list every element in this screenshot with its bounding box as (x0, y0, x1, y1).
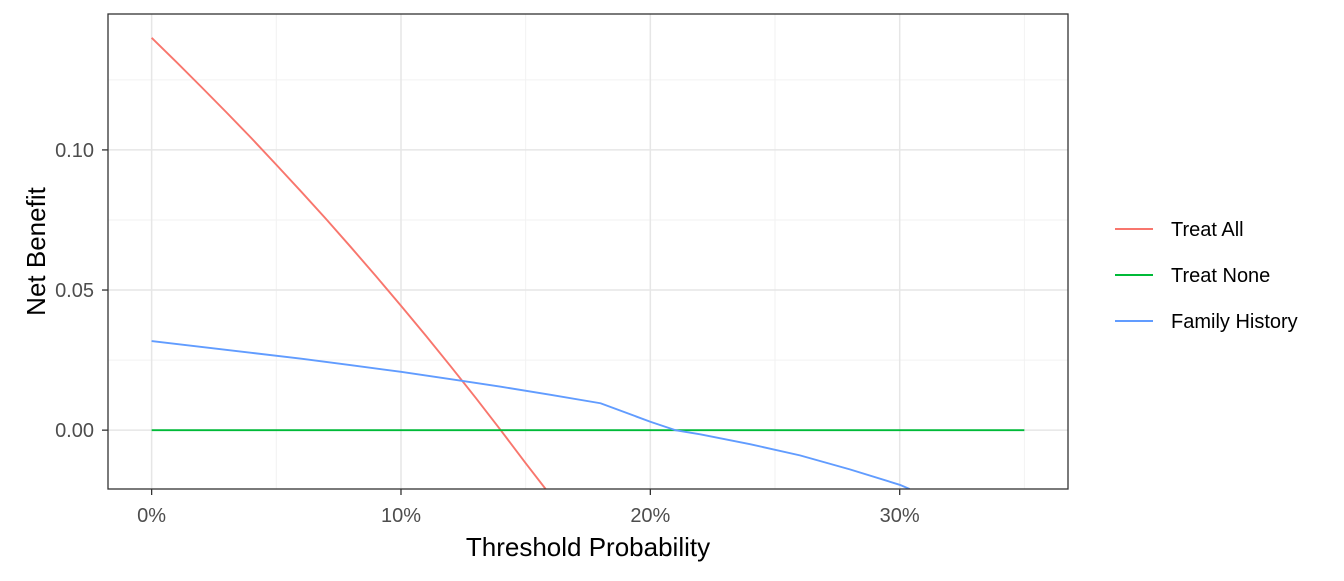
x-tick-label: 20% (630, 505, 670, 527)
series-lines (150, 37, 1025, 489)
plot-panel-border (107, 13, 1069, 490)
x-tick-label: 30% (880, 505, 920, 527)
axes: 0% 10% 20% 30% 0.00 0.05 0.10 (55, 140, 920, 527)
legend-label-treat-all: Treat All (1171, 219, 1244, 241)
legend: Treat All Treat None Family History (1115, 219, 1298, 333)
x-tick-label: 10% (381, 505, 421, 527)
y-tick-label: 0.10 (55, 140, 94, 162)
x-axis-title: Threshold Probability (466, 532, 710, 562)
y-axis-title: Net Benefit (21, 186, 51, 315)
series-line-family-history (151, 340, 911, 489)
x-tick-label: 0% (137, 505, 166, 527)
y-tick-label: 0.00 (55, 420, 94, 442)
series-line-treat-all (150, 37, 547, 489)
legend-label-family-history: Family History (1171, 311, 1298, 333)
y-tick-label: 0.05 (55, 280, 94, 302)
legend-label-treat-none: Treat None (1171, 265, 1270, 287)
